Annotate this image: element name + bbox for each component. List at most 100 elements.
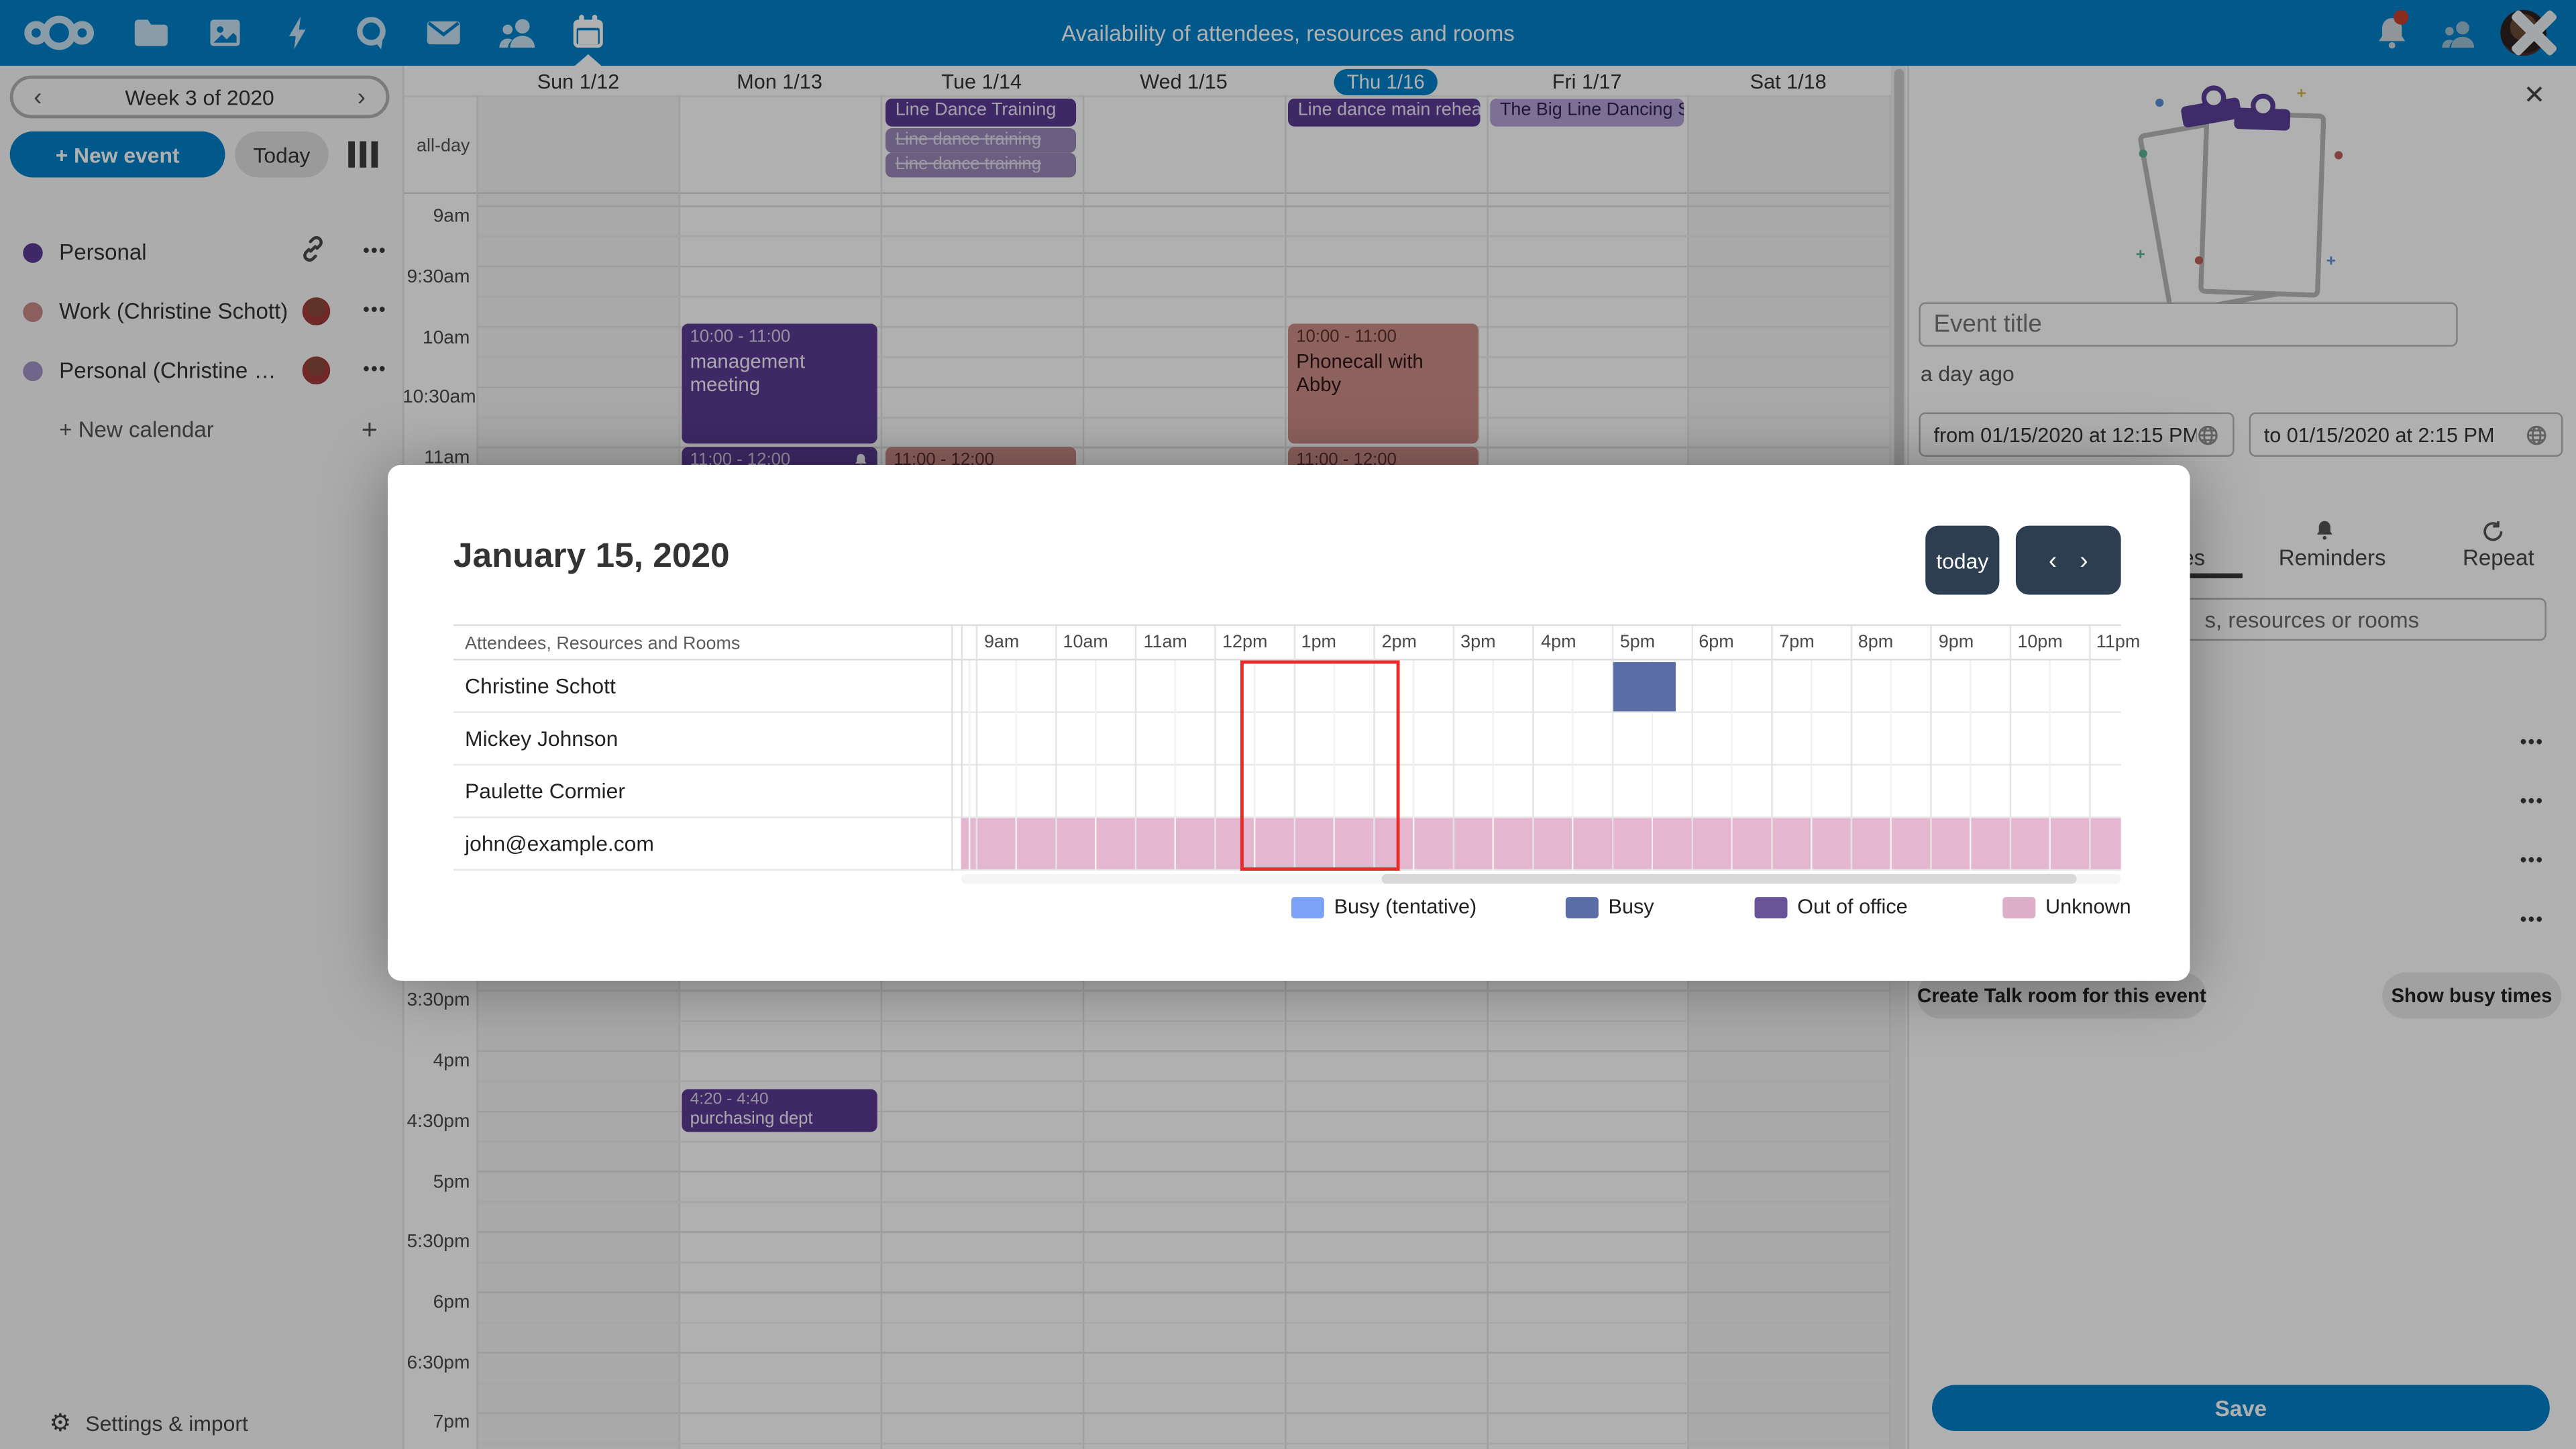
tab-repeat[interactable]: Repeat [2463,545,2534,570]
attendee-name: Mickey Johnson [465,726,619,751]
event-phonecall[interactable]: 10:00 - 11:00 Phonecall with Abby [1288,323,1479,444]
allday-event-declined[interactable]: Line dance training [885,152,1077,178]
new-event-button[interactable]: + New event [9,131,225,178]
settings-import-button[interactable]: ⚙ Settings & import [49,1406,394,1446]
top-bar: Availability of attendees, resources and… [0,0,2576,66]
week-switcher: ‹ Week 3 of 2020 › [9,75,390,119]
attendee-name: Christine Schott [465,674,616,698]
event-management-meeting[interactable]: 10:00 - 11:00 management meeting [682,323,877,444]
legend-busy: Busy [1565,896,1654,918]
legend-swatch [1565,896,1599,918]
talk-icon[interactable] [352,13,394,53]
grid-halfhour-lines [961,660,2121,871]
grid-scrollbar-thumb[interactable] [1381,873,2077,884]
settings-label: Settings & import [85,1411,248,1436]
nextcloud-logo[interactable] [23,13,95,53]
confetti-dot [2155,98,2164,107]
day-header-thu[interactable]: Thu 1/16 [1285,68,1487,97]
legend-unknown: Unknown [2002,896,2131,918]
start-datetime-field[interactable]: from 01/15/2020 at 12:15 PM [1919,412,2235,457]
tab-reminders[interactable]: Reminders [2278,545,2386,570]
contacts-menu-icon[interactable] [2438,13,2481,53]
event-time-selection[interactable] [1240,660,1400,871]
time-label: 4pm [433,1051,470,1071]
grid-header-label: Attendees, Resources and Rooms [465,634,741,654]
attendee-options-button[interactable]: ••• [2520,733,2544,753]
allday-event[interactable]: Line Dance Training [885,98,1077,127]
attendee-name: Paulette Cormier [465,778,625,804]
files-icon[interactable] [133,13,176,53]
attendee-options-button[interactable]: ••• [2520,910,2544,930]
attendee-options-button[interactable]: ••• [2520,851,2544,871]
grid-scrollbar-track[interactable] [961,873,2121,884]
confetti-plus: + [2326,253,2337,272]
last-modified-label: a day ago [1920,361,2015,386]
show-busy-times-button[interactable]: Show busy times [2382,972,2561,1019]
view-switcher-icon[interactable] [348,141,382,176]
day-header-fri[interactable]: Fri 1/17 [1552,70,1622,94]
today-day-pill[interactable]: Thu 1/16 [1334,68,1438,96]
calendar-options-button[interactable]: ••• [363,301,387,321]
event-title-input[interactable]: Event title [1919,302,2458,347]
day-header-sat[interactable]: Sat 1/18 [1750,70,1827,94]
sidebar-item-work-christine[interactable]: Work (Christine Schott) ••• [0,282,402,341]
legend-swatch [1754,896,1788,918]
allday-label: all-day [417,136,470,156]
time-label: 10am [422,328,470,349]
time-label: 5pm [433,1173,470,1193]
attendee-options-button[interactable]: ••• [2520,792,2544,812]
sidebar-item-new-calendar[interactable]: + New calendar + [0,401,402,460]
next-day-button[interactable]: › [2080,546,2088,574]
mail-icon[interactable] [424,13,467,53]
time-label: 3:30pm [407,990,470,1011]
week-label: Week 3 of 2020 [125,85,274,109]
time-label: 4:30pm [407,1112,470,1132]
save-button[interactable]: Save [1932,1385,2550,1432]
previous-week-button[interactable]: ‹ [34,83,42,111]
grid-line [951,626,953,871]
allday-event[interactable]: Line dance main rehearsal [1288,98,1481,127]
modal-today-button[interactable]: today [1925,525,2000,595]
next-week-button[interactable]: › [357,83,366,111]
calendar-options-button[interactable]: ••• [363,241,387,262]
notifications-bell-icon[interactable] [2374,9,2414,53]
legend-swatch [1291,896,1324,918]
allday-event-declined[interactable]: Line dance training [885,128,1077,153]
time-label: 9:30am [407,268,470,288]
calendar-app-icon[interactable] [568,13,611,53]
end-datetime-value: to 01/15/2020 at 2:15 PM [2263,423,2495,446]
calendar-color-dot [23,361,43,382]
timezone-globe-icon[interactable] [2196,423,2219,446]
end-datetime-field[interactable]: to 01/15/2020 at 2:15 PM [2249,412,2563,457]
allday-event[interactable]: The Big Line Dancing Show [1490,98,1684,127]
day-header-mon[interactable]: Mon 1/13 [737,70,822,94]
previous-day-button[interactable]: ‹ [2048,546,2057,574]
day-header-wed[interactable]: Wed 1/15 [1140,70,1228,94]
today-button[interactable]: Today [235,131,329,178]
activity-icon[interactable] [282,13,325,53]
close-icon[interactable]: ✕ [2523,82,2546,111]
legend-swatch [2002,896,2036,918]
sidebar-item-personal[interactable]: Personal ••• [0,223,402,282]
add-calendar-icon[interactable]: + [361,414,378,445]
timezone-globe-icon[interactable] [2525,423,2548,446]
event-editor-panel: ✕ + + + Event title a day ago from 01/15… [1907,65,2576,1449]
day-header-sun[interactable]: Sun 1/12 [537,70,620,94]
share-link-icon[interactable] [299,235,327,263]
time-label: 5:30pm [407,1232,470,1252]
sidebar-item-personal-christine[interactable]: Personal (Christine Scho…) ••• [0,341,402,400]
contacts-icon[interactable] [496,13,539,53]
availability-modal: January 15, 2020 today ‹ › Attendees, Re… [387,465,2190,981]
legend-out-of-office: Out of office [1754,896,1908,918]
time-label: 6pm [433,1293,470,1313]
calendar-options-button[interactable]: ••• [363,360,387,380]
confetti-dot [2334,151,2343,160]
allday-row [402,95,1906,194]
day-header-tue[interactable]: Tue 1/14 [941,70,1022,94]
photos-icon[interactable] [207,13,250,53]
event-purchasing[interactable]: 4:20 - 4:40 purchasing dept [682,1089,877,1132]
repeat-icon [2481,519,2506,544]
shared-by-avatar [302,297,331,325]
time-label: 10:30am [402,387,476,408]
